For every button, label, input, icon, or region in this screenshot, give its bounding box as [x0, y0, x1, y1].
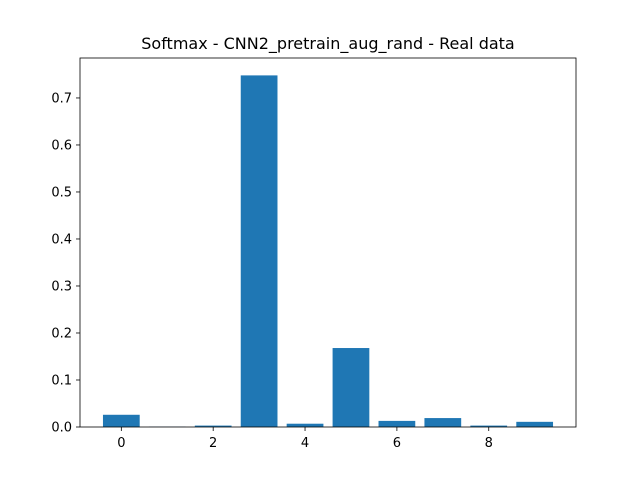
bar-2 — [194, 425, 232, 427]
bar-6 — [378, 420, 416, 427]
y-tick-label: 0.4 — [51, 232, 72, 247]
y-tick-label: 0.3 — [51, 279, 72, 294]
x-tick-label: 6 — [393, 436, 401, 451]
x-tick-label: 0 — [117, 436, 125, 451]
bar-9 — [516, 421, 554, 427]
bar-8 — [470, 425, 508, 427]
bar-5 — [332, 348, 370, 427]
bars-group — [102, 75, 554, 427]
bar-4 — [286, 423, 324, 427]
y-tick-label: 0.1 — [51, 373, 72, 388]
x-tick-label: 4 — [301, 436, 309, 451]
bar-7 — [424, 418, 462, 427]
x-tick-label: 2 — [209, 436, 217, 451]
bar-3 — [240, 75, 278, 427]
y-tick-label: 0.6 — [51, 138, 72, 153]
y-tick-label: 0.0 — [51, 421, 72, 436]
bar-0 — [102, 414, 140, 427]
axes-group: 0 2 4 6 8 0.0 0.1 0.2 0.3 0.4 0.5 0.6 0.7 — [51, 57, 577, 451]
x-tick-label: 8 — [485, 436, 493, 451]
plot-frame — [79, 57, 577, 428]
y-tick-label: 0.2 — [51, 326, 72, 341]
y-tick-label: 0.7 — [51, 91, 72, 106]
chart-title: Softmax - CNN2_pretrain_aug_rand - Real … — [141, 34, 514, 54]
y-tick-label: 0.5 — [51, 185, 72, 200]
